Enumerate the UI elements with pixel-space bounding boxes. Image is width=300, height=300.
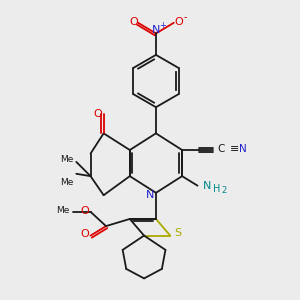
Text: N: N [239, 144, 247, 154]
Text: H: H [213, 184, 220, 194]
Text: Me: Me [60, 155, 74, 164]
Text: C: C [218, 144, 225, 154]
Text: Me: Me [56, 206, 70, 215]
Text: +: + [160, 21, 167, 30]
Text: N: N [203, 181, 211, 191]
Text: O: O [80, 230, 89, 239]
Text: O: O [174, 16, 183, 27]
Text: S: S [174, 228, 181, 238]
Text: N: N [152, 25, 160, 35]
Text: N: N [146, 190, 154, 200]
Text: O: O [80, 206, 89, 216]
Text: Me: Me [60, 178, 74, 187]
Text: O: O [93, 109, 102, 119]
Text: O: O [129, 16, 138, 27]
Text: 2: 2 [221, 186, 226, 195]
Text: ≡: ≡ [230, 144, 239, 154]
Text: -: - [184, 12, 188, 22]
